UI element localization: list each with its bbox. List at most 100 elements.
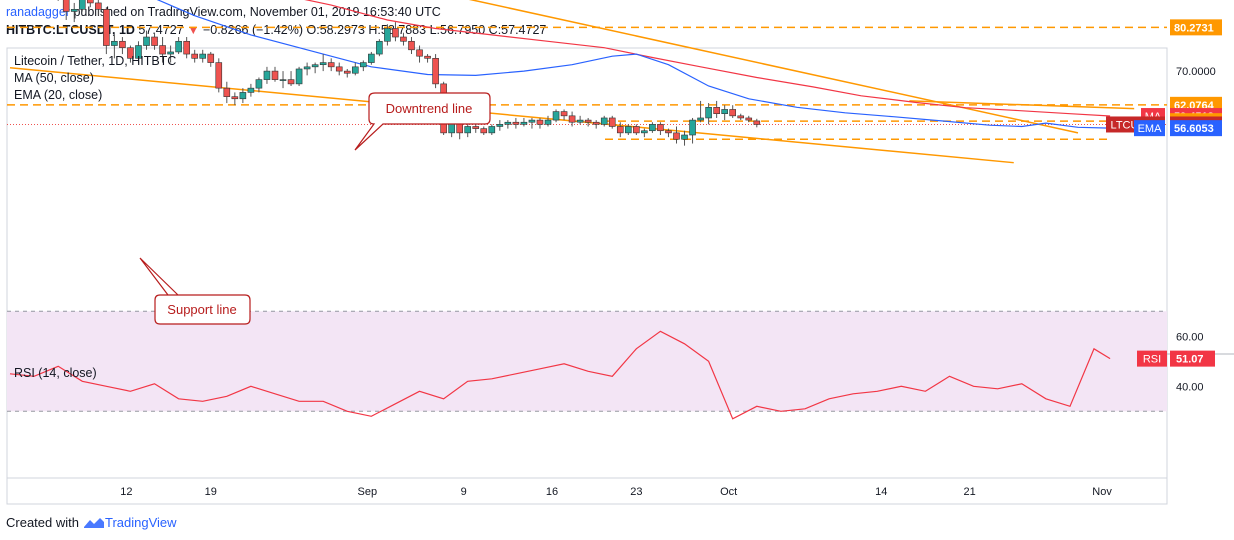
candle-body xyxy=(464,126,472,134)
candle-body xyxy=(625,126,632,134)
candle-body xyxy=(135,45,142,59)
candle-body xyxy=(713,107,720,114)
candle-body xyxy=(207,53,215,63)
candle-body xyxy=(319,62,327,66)
change-down-icon: ▼ xyxy=(187,23,200,37)
candle-body xyxy=(231,96,239,100)
candle-body xyxy=(432,58,439,85)
rsi-legend[interactable]: RSI (14, close) xyxy=(14,366,97,380)
time-tick-label: 9 xyxy=(461,486,467,498)
candle-body xyxy=(263,70,271,80)
candle-body xyxy=(416,49,423,57)
tradingview-link[interactable]: TradingView xyxy=(83,515,177,530)
candle-body xyxy=(576,119,584,123)
axes: 110.0000100.000090.000070.000060.0040.00… xyxy=(120,19,1222,498)
downtrend-callout-box xyxy=(354,92,491,151)
footer: Created with TradingView xyxy=(6,515,177,530)
candle-body xyxy=(616,126,624,134)
rsi-pane xyxy=(7,310,1167,420)
candle-body xyxy=(376,40,383,55)
candle-body xyxy=(496,124,504,127)
candle-body xyxy=(175,40,182,53)
tradingview-logo-icon xyxy=(83,517,104,528)
close-value: 57.4727 xyxy=(501,23,547,37)
candle-body xyxy=(215,62,223,89)
ma50-line xyxy=(304,0,1111,117)
candle-body xyxy=(536,119,544,125)
candle-body xyxy=(512,121,520,125)
candle-body xyxy=(255,79,263,89)
rsi-value-box xyxy=(1170,350,1215,367)
candle-body xyxy=(70,9,78,12)
candle-body xyxy=(103,9,110,46)
candle-body xyxy=(472,126,480,129)
open-value: 58.2973 xyxy=(319,23,365,37)
candle-body xyxy=(199,53,207,59)
ema20-line xyxy=(156,0,1111,129)
upper-channel-line xyxy=(909,100,1135,110)
series-tag-box xyxy=(1134,120,1165,137)
candle-body xyxy=(657,124,664,132)
candle-body xyxy=(360,62,367,68)
chart-legend-title: Litecoin / Tether, 1D, HITBTC xyxy=(14,54,176,68)
candle-body xyxy=(504,121,512,125)
rsi-tag-box xyxy=(1137,350,1167,367)
publish-text: published on TradingView.com, November 0… xyxy=(73,5,441,19)
price-pane xyxy=(7,0,1167,164)
time-tick-label: 19 xyxy=(205,486,217,498)
high-label: H: xyxy=(368,23,381,37)
candle-body xyxy=(544,119,552,125)
time-tick-label: 12 xyxy=(120,486,132,498)
last-price: 57.4727 xyxy=(138,23,184,37)
candle-body xyxy=(424,55,431,59)
candle-body xyxy=(745,117,753,121)
candle-body xyxy=(159,45,166,55)
candle-body xyxy=(95,2,102,10)
candle-body xyxy=(584,119,592,123)
candle-body xyxy=(480,128,488,134)
rsi-value-label: 51.07 xyxy=(1176,354,1204,366)
ohlc-header: HITBTC:LTCUSDT, 1D 57.4727 ▼ −0.8266 (−1… xyxy=(6,23,546,37)
candle-body xyxy=(351,66,359,74)
time-tick-label: 23 xyxy=(630,486,642,498)
candle-body xyxy=(697,117,704,121)
rsi-tick-label: 60.00 xyxy=(1176,331,1204,343)
candle-body xyxy=(705,107,712,119)
candle-body xyxy=(87,0,94,4)
candle-body xyxy=(223,87,231,97)
candle-body xyxy=(295,68,303,85)
rsi-tick-label: 40.00 xyxy=(1176,381,1204,393)
ma-legend[interactable]: MA (50, close) xyxy=(14,71,94,85)
author-link[interactable]: ranadagger xyxy=(6,5,70,19)
candle-body xyxy=(608,117,616,127)
candle-body xyxy=(737,115,745,119)
publish-info: ranadagger published on TradingView.com,… xyxy=(6,5,441,19)
series-tag: EMA xyxy=(1138,123,1163,135)
candle-body xyxy=(271,70,279,80)
rsi-band xyxy=(7,311,1167,412)
candle-body xyxy=(600,117,608,125)
chart-frame xyxy=(6,47,1168,505)
ema-legend[interactable]: EMA (20, close) xyxy=(14,88,102,102)
price-axis-label: 56.6053 xyxy=(1174,123,1214,135)
candle-body xyxy=(673,132,680,140)
price-tick-label: 70.0000 xyxy=(1176,66,1216,78)
downtrend-line xyxy=(468,0,1079,134)
candle-body xyxy=(78,0,86,10)
open-label: O: xyxy=(306,23,320,37)
time-tick-label: 14 xyxy=(875,486,887,498)
downtrend-callout-text: Downtrend line xyxy=(386,101,473,116)
time-tick-label: Oct xyxy=(720,486,737,498)
candle-body xyxy=(568,115,576,123)
candle-body xyxy=(303,66,311,70)
candle-body xyxy=(311,64,319,68)
low-label: L: xyxy=(429,23,440,37)
candle-body xyxy=(729,109,737,117)
time-tick-label: Sep xyxy=(358,486,378,498)
candle-body xyxy=(143,36,150,46)
candle-body xyxy=(247,87,255,93)
candle-body xyxy=(127,47,134,59)
candle-body xyxy=(552,111,560,121)
symbol-label: HITBTC:LTCUSDT, 1D xyxy=(6,23,135,37)
